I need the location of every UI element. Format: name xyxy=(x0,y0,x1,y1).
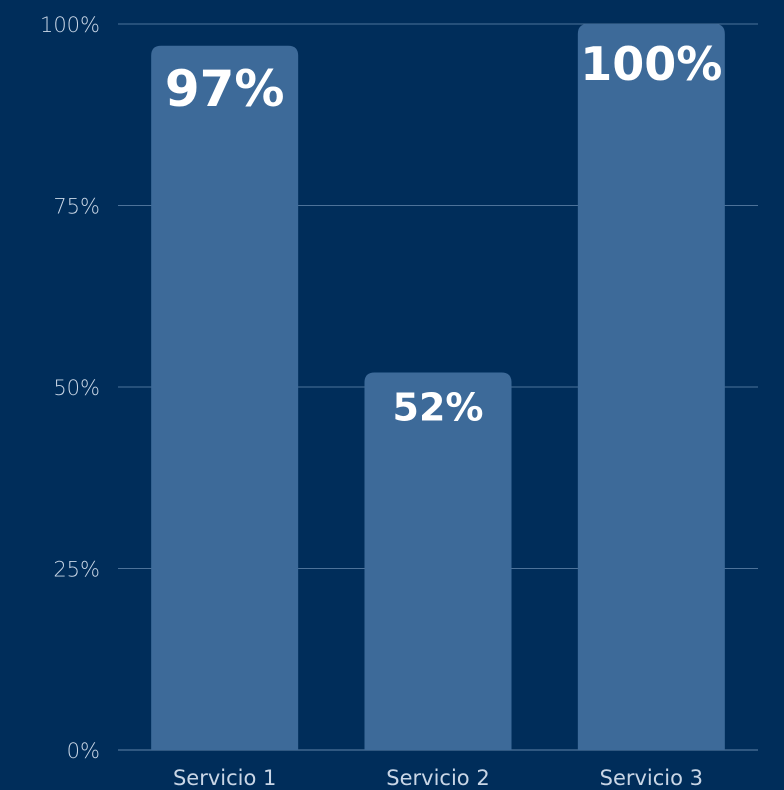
x-axis-categories: Servicio 1 Servicio 2 Servicio 3 xyxy=(173,766,703,790)
y-tick-label: 75% xyxy=(53,195,100,219)
x-category-label: Servicio 3 xyxy=(600,766,703,790)
y-tick-label: 25% xyxy=(53,558,100,582)
data-label-2: 52% xyxy=(393,385,484,429)
bar-1 xyxy=(151,45,299,750)
x-category-label: Servicio 1 xyxy=(173,766,276,790)
x-category-label: Servicio 2 xyxy=(386,766,489,790)
bar-3 xyxy=(577,24,725,750)
data-labels: 97% 52% 100% xyxy=(165,37,723,429)
y-tick-label: 100% xyxy=(40,13,100,37)
data-label-3: 100% xyxy=(580,37,722,91)
data-label-1: 97% xyxy=(165,60,285,118)
bar-2 xyxy=(364,372,512,750)
y-axis-ticks: 0% 25% 50% 75% 100% xyxy=(40,13,100,763)
bars xyxy=(151,24,725,750)
y-tick-label: 0% xyxy=(67,739,100,763)
y-tick-label: 50% xyxy=(53,376,100,400)
